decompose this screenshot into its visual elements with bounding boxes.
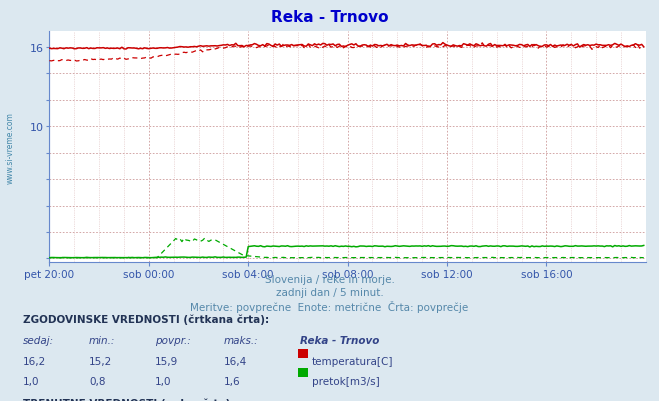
Text: zadnji dan / 5 minut.: zadnji dan / 5 minut. [275,288,384,298]
Text: sedaj:: sedaj: [23,336,54,346]
Text: 16,4: 16,4 [224,356,247,367]
Text: Meritve: povprečne  Enote: metrične  Črta: povprečje: Meritve: povprečne Enote: metrične Črta:… [190,300,469,312]
Text: 1,0: 1,0 [155,376,171,386]
Text: 15,2: 15,2 [89,356,112,367]
Text: 1,6: 1,6 [224,376,241,386]
Text: temperatura[C]: temperatura[C] [312,356,393,367]
Text: min.:: min.: [89,336,115,346]
Text: Reka - Trnovo: Reka - Trnovo [300,336,379,346]
Text: 1,0: 1,0 [23,376,40,386]
Text: www.si-vreme.com: www.si-vreme.com [6,111,15,183]
Text: 0,8: 0,8 [89,376,105,386]
Text: TRENUTNE VREDNOSTI (polna črta):: TRENUTNE VREDNOSTI (polna črta): [23,398,235,401]
Text: 16,2: 16,2 [23,356,46,367]
Text: maks.:: maks.: [224,336,259,346]
Text: Slovenija / reke in morje.: Slovenija / reke in morje. [264,275,395,285]
Text: povpr.:: povpr.: [155,336,190,346]
Text: pretok[m3/s]: pretok[m3/s] [312,376,380,386]
Text: 15,9: 15,9 [155,356,178,367]
Text: ZGODOVINSKE VREDNOSTI (črtkana črta):: ZGODOVINSKE VREDNOSTI (črtkana črta): [23,314,269,324]
Text: Reka - Trnovo: Reka - Trnovo [271,10,388,25]
